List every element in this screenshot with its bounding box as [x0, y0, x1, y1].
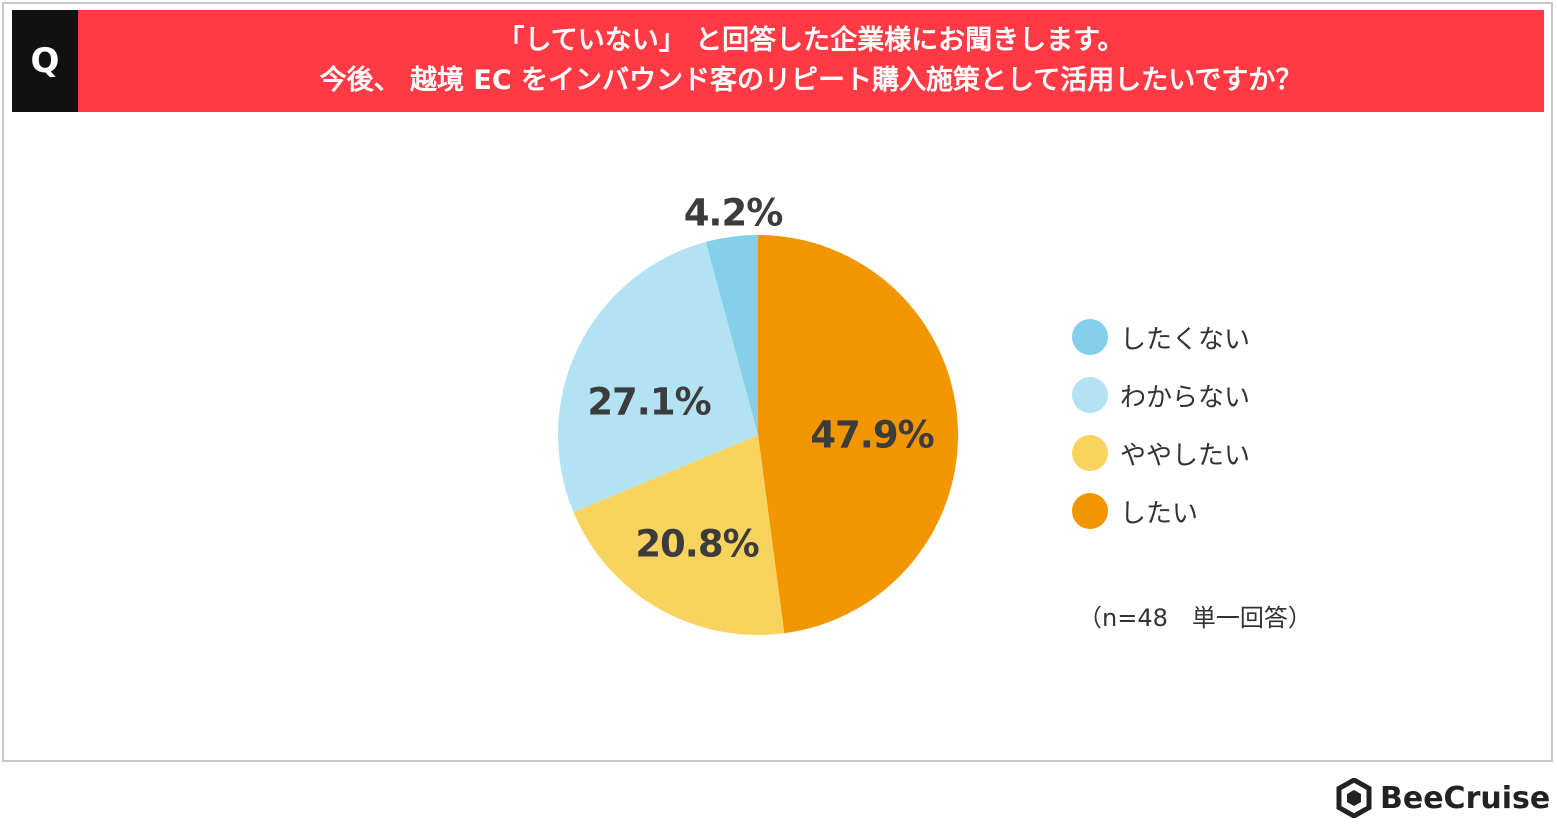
brand-logo: BeeCruise — [1336, 778, 1550, 818]
pie-slice — [758, 235, 959, 634]
pie-data-label: 20.8% — [635, 523, 758, 566]
legend-label: わからない — [1120, 382, 1251, 413]
legend-label: したくない — [1120, 324, 1251, 355]
pie-data-label: 4.2% — [684, 192, 783, 235]
legend: したくない わからない ややしたい したい — [1072, 308, 1250, 540]
legend-swatch — [1072, 493, 1108, 529]
legend-item: ややしたい — [1072, 424, 1250, 482]
chart-frame — [2, 2, 1553, 762]
pie-slice — [573, 435, 785, 636]
legend-item: したい — [1072, 482, 1250, 540]
sample-note: （n=48 単一回答） — [1078, 604, 1312, 632]
question-title-line1: 「していない」 と回答した企業様にお聞きします。 — [497, 25, 1125, 56]
legend-item: わからない — [1072, 366, 1250, 424]
question-title-line2: 今後、 越境 EC をインバウンド客のリピート購入施策として活用したいですか？ — [319, 65, 1303, 96]
hexagon-logo-icon — [1336, 778, 1372, 818]
question-header — [12, 10, 1544, 112]
question-marker: Q — [12, 10, 78, 112]
legend-label: したい — [1120, 498, 1199, 529]
legend-swatch — [1072, 377, 1108, 413]
pie-slice — [558, 241, 758, 513]
legend-swatch — [1072, 319, 1108, 355]
legend-item: したくない — [1072, 308, 1250, 366]
legend-label: ややしたい — [1120, 440, 1251, 471]
pie-slice — [705, 235, 758, 435]
brand-name: BeeCruise — [1380, 780, 1551, 816]
question-marker-label: Q — [30, 41, 60, 81]
legend-swatch — [1072, 435, 1108, 471]
question-title: 「していない」 と回答した企業様にお聞きします。 今後、 越境 EC をインバウ… — [78, 10, 1544, 112]
pie-data-label: 47.9% — [810, 414, 933, 457]
pie-data-label: 27.1% — [587, 381, 710, 424]
